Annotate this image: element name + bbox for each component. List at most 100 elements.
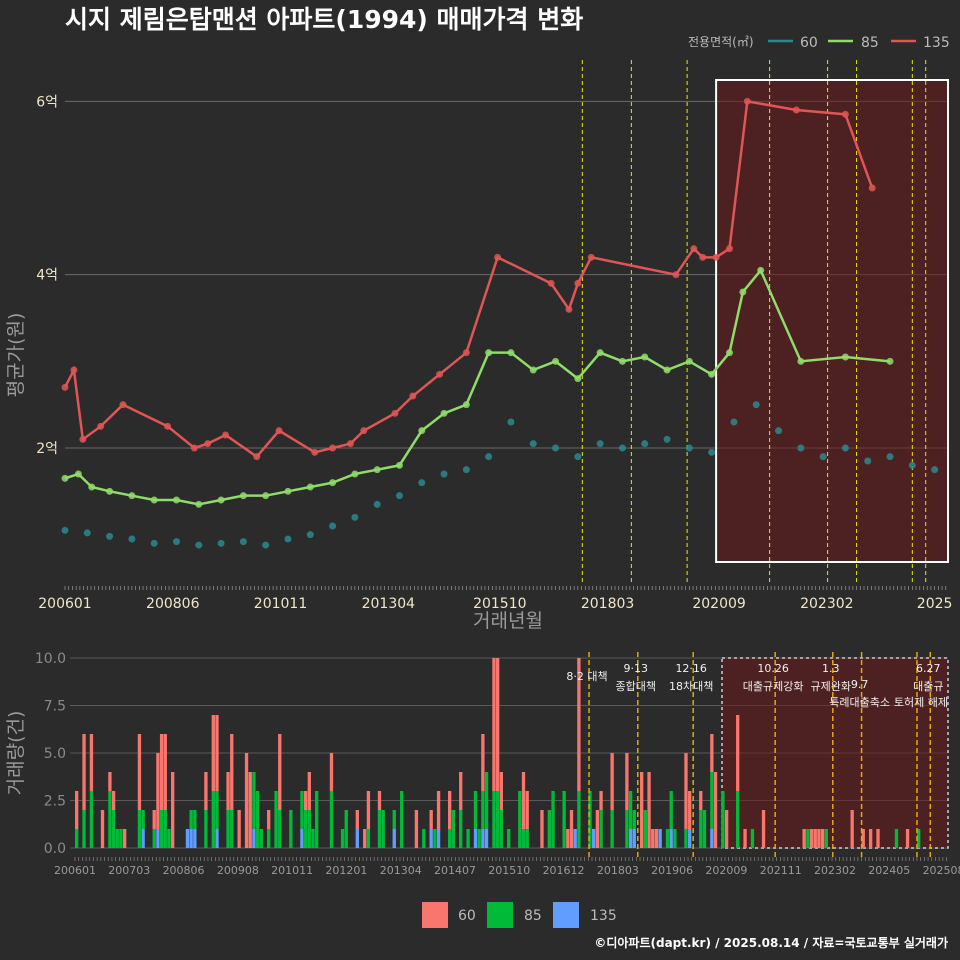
point-85 <box>351 470 359 478</box>
bar-85 <box>507 829 511 848</box>
bar-85 <box>477 829 481 848</box>
point-60 <box>685 444 693 452</box>
bar-legend-135-swatch <box>553 902 579 928</box>
point-60 <box>128 535 136 543</box>
bar-85 <box>75 829 79 848</box>
bar-85 <box>588 791 592 848</box>
bar-85 <box>577 791 581 848</box>
policy-annotation: 9.7 <box>851 678 869 691</box>
bar-60 <box>481 734 485 791</box>
bar-85 <box>699 810 703 848</box>
bar-85 <box>300 791 304 829</box>
point-135 <box>462 349 470 357</box>
bar-60 <box>761 810 766 848</box>
point-135 <box>253 453 261 461</box>
bar-x-tick-label: 201906 <box>651 864 693 877</box>
bar-60 <box>688 791 692 829</box>
bar-60 <box>82 734 86 810</box>
point-135 <box>574 279 582 287</box>
point-135 <box>391 409 399 417</box>
bar-x-tick-label: 202302 <box>814 864 856 877</box>
bar-85 <box>484 772 489 829</box>
bar-85 <box>466 829 470 848</box>
bar-85 <box>226 810 230 848</box>
policy-annotation: 9·13 <box>624 662 649 675</box>
bar-y-tick-label: 0.0 <box>44 841 66 857</box>
bar-x-tick-label: 202405 <box>868 864 910 877</box>
point-60 <box>262 541 270 549</box>
point-60 <box>886 453 894 461</box>
point-85 <box>485 349 493 357</box>
point-135 <box>494 253 502 261</box>
policy-annotation: 12·16 <box>675 662 707 675</box>
point-85 <box>106 487 114 495</box>
point-85 <box>507 349 515 357</box>
bar-85 <box>189 810 193 829</box>
chart-title: 시지 제림은탑맨션 아파트(1994) 매매가격 변화 <box>65 5 583 34</box>
legend-top: 전용면적(㎡) 60 85 135 <box>688 35 950 51</box>
bar-60 <box>640 772 644 848</box>
bar-85 <box>628 791 633 829</box>
point-135 <box>792 106 800 114</box>
bar-60 <box>204 772 208 810</box>
point-85 <box>128 492 136 500</box>
y-tick-label: 6억 <box>36 94 58 110</box>
point-85 <box>757 266 765 274</box>
bar-85 <box>750 829 755 848</box>
bar-60 <box>599 791 603 810</box>
bar-85 <box>806 829 810 848</box>
bar-60 <box>647 772 651 848</box>
main-axes: 2억 4억 6억 200601 200806 201011 201304 201510 2018… <box>36 94 952 612</box>
point-135 <box>587 253 595 261</box>
point-85 <box>841 353 849 361</box>
bar-x-tick-label: 200806 <box>163 864 205 877</box>
bar-85 <box>340 829 345 848</box>
bar-85 <box>673 829 677 848</box>
point-85 <box>739 288 747 296</box>
point-60 <box>195 541 203 549</box>
bar-135 <box>436 829 441 848</box>
bar-x-tick-label: 201407 <box>434 864 476 877</box>
point-60 <box>708 448 716 456</box>
bar-60 <box>307 772 311 810</box>
point-60 <box>284 535 292 543</box>
bar-legend-60-swatch <box>422 902 448 928</box>
bar-85 <box>267 829 271 848</box>
bar-135 <box>185 829 190 848</box>
bar-85 <box>392 810 396 829</box>
point-60 <box>730 418 738 426</box>
bar-60 <box>137 734 142 810</box>
bar-85 <box>119 829 123 848</box>
bar-85 <box>422 829 426 848</box>
bar-60 <box>248 772 252 848</box>
bar-85 <box>473 791 478 829</box>
point-60 <box>239 538 247 546</box>
bar-135 <box>658 829 662 848</box>
point-85 <box>440 409 448 417</box>
point-60 <box>641 440 649 448</box>
bar-60 <box>230 734 234 810</box>
bar-85 <box>521 829 526 848</box>
bar-85 <box>303 810 308 848</box>
point-85 <box>574 375 582 383</box>
bar-60 <box>447 791 452 829</box>
bar-85 <box>447 829 452 848</box>
bar-85 <box>525 829 529 848</box>
point-60 <box>663 435 671 443</box>
bar-85 <box>115 829 119 848</box>
bar-135 <box>632 829 636 848</box>
bar-135 <box>473 829 478 848</box>
point-135 <box>547 279 555 287</box>
bar-60 <box>566 829 570 848</box>
point-135 <box>61 383 69 391</box>
x-tick-label: 202009 <box>692 596 745 612</box>
point-135 <box>725 245 733 253</box>
bar-85 <box>141 810 145 829</box>
point-60 <box>351 513 359 521</box>
bar-85 <box>702 810 707 848</box>
bar-60 <box>363 829 367 848</box>
bar-60 <box>817 829 821 848</box>
legend-135: 135 <box>923 35 950 51</box>
x-tick-label: 201304 <box>362 596 416 612</box>
